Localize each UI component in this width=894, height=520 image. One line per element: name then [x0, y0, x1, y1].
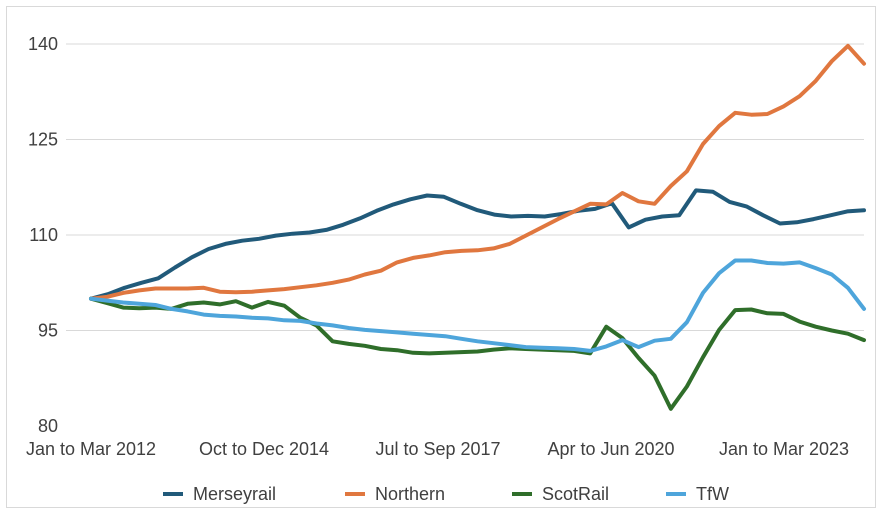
y-tick-label: 125	[28, 130, 58, 150]
x-axis-tick-labels: Jan to Mar 2012 Oct to Dec 2014 Jul to Sep…	[26, 439, 849, 459]
legend-item-scotrail: ScotRail	[512, 484, 609, 504]
legend-item-northern: Northern	[345, 484, 445, 504]
legend: Merseyrail Northern ScotRail TfW	[163, 484, 729, 504]
gridlines	[66, 43, 864, 331]
legend-label: TfW	[696, 484, 729, 504]
x-tick-label: Jan to Mar 2023	[719, 439, 849, 459]
chart-frame	[6, 6, 876, 508]
legend-label: ScotRail	[542, 484, 609, 504]
x-tick-label: Jan to Mar 2012	[26, 439, 156, 459]
x-tick-label: Jul to Sep 2017	[375, 439, 500, 459]
y-tick-label: 140	[28, 34, 58, 54]
series-line-tfw	[89, 258, 866, 353]
series-line-merseyrail	[89, 188, 866, 301]
y-tick-label: 110	[29, 225, 58, 245]
y-tick-label: 95	[38, 321, 58, 341]
y-tick-label: 80	[38, 416, 58, 436]
legend-label: Northern	[375, 484, 445, 504]
legend-label: Merseyrail	[193, 484, 276, 504]
legend-item-tfw: TfW	[666, 484, 729, 504]
y-axis-tick-labels: 80 95 110 125 140	[28, 34, 58, 436]
series-lines	[89, 43, 866, 411]
x-tick-label: Apr to Jun 2020	[547, 439, 674, 459]
series-line-northern	[89, 43, 866, 301]
x-tick-label: Oct to Dec 2014	[199, 439, 329, 459]
series-line-scotrail	[89, 296, 866, 411]
legend-item-merseyrail: Merseyrail	[163, 484, 276, 504]
